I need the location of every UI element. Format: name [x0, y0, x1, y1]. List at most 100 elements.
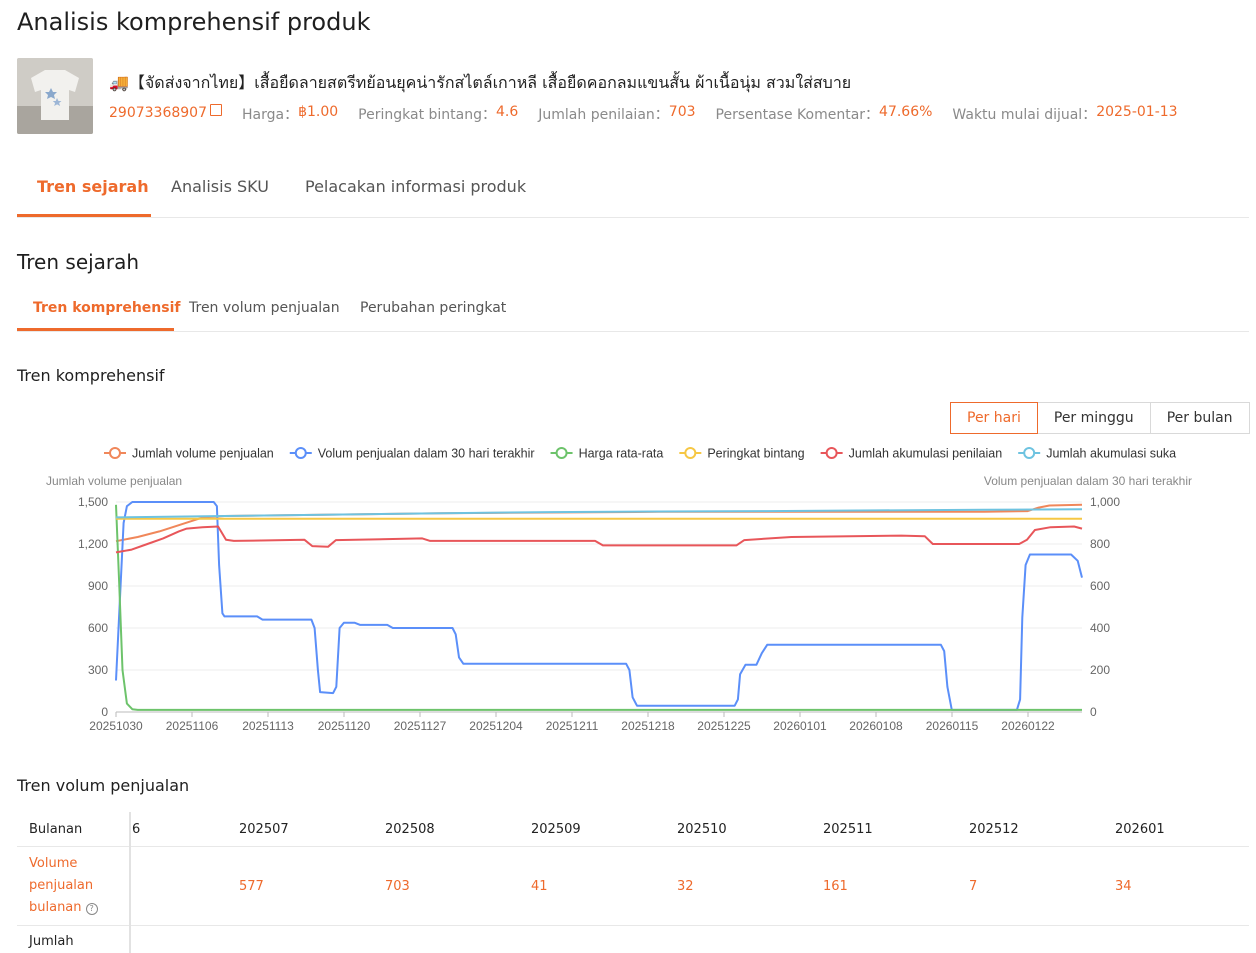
table-cell: 34 — [1115, 879, 1132, 894]
series-line — [115, 525, 1083, 554]
period-week-button[interactable]: Per minggu — [1037, 402, 1151, 434]
external-link-icon[interactable] — [209, 104, 222, 116]
x-tick-label: 20260122 — [1001, 719, 1055, 733]
product-title[interactable]: 🚚【จัดส่งจากไทย】เสื้อยืดลายสตรีทย้อนยุคน่… — [109, 73, 852, 92]
series-line — [115, 504, 1082, 711]
reviews-label: Jumlah penilaian： — [538, 107, 669, 123]
header-month: 202508 — [385, 822, 435, 837]
x-tick-label: 20251204 — [469, 719, 523, 733]
main-tabs: Tren sejarah Analisis SKU Pelacakan info… — [17, 165, 1249, 218]
product-meta: 29073368907 Harga： ฿1.00 Peringkat binta… — [109, 104, 1198, 124]
product-id-link[interactable]: 29073368907 — [109, 104, 222, 124]
x-tick-label: 20251030 — [89, 719, 143, 733]
header-month: 202601 — [1115, 822, 1165, 837]
sales-section-title: Tren volum penjualan — [17, 776, 190, 795]
tab-analisis-sku[interactable]: Analisis SKU — [171, 177, 269, 196]
x-tick-label: 20251127 — [394, 719, 447, 733]
comment-label: Persentase Komentar： — [715, 107, 880, 123]
y-right-tick-label: 800 — [1090, 537, 1110, 551]
y-left-tick-label: 1,500 — [78, 495, 108, 509]
y-left-tick-label: 600 — [88, 621, 108, 635]
header-label: Bulanan — [29, 822, 83, 837]
price-value: ฿1.00 — [298, 104, 339, 120]
x-tick-label: 20251120 — [318, 719, 371, 733]
series-line — [115, 501, 1083, 711]
table-cell: 161 — [823, 879, 848, 894]
rating-label: Peringkat bintang： — [358, 107, 496, 123]
product-thumbnail[interactable] — [17, 58, 93, 134]
y-right-tick-label: 600 — [1090, 579, 1110, 593]
legend-swatch-marker — [1023, 447, 1036, 459]
section-title: Tren sejarah — [17, 250, 140, 274]
legend-label: Jumlah volume penjualan — [132, 447, 274, 461]
x-tick-label: 20251211 — [546, 719, 599, 733]
start-date-value: 2025-01-13 — [1096, 104, 1178, 120]
table-cell: 7 — [969, 879, 978, 894]
x-tick-label: 20260108 — [849, 719, 903, 733]
price-label: Harga： — [241, 107, 299, 123]
legend-swatch-marker — [555, 447, 568, 459]
legend-swatch-marker — [684, 447, 697, 459]
row-label-monthly-volume: Volume penjualan bulanan ? — [29, 853, 109, 919]
header-month: 202510 — [677, 822, 727, 837]
header-month-cut: 6 — [132, 822, 141, 837]
comment-value: 47.66% — [879, 104, 933, 120]
legend-label: Jumlah akumulasi penilaian — [849, 447, 1003, 461]
y-right-tick-label: 400 — [1090, 621, 1110, 635]
column-divider — [129, 812, 131, 953]
table-cell: 32 — [677, 879, 694, 894]
y-left-tick-label: 900 — [88, 579, 108, 593]
trend-chart: 0 300 600 900 1,200 1,500 0 200 400 600 800 1,000 Ju… — [46, 447, 1192, 734]
y-right-tick-label: 200 — [1090, 663, 1110, 677]
header-month: 202512 — [969, 822, 1019, 837]
y-left-tick-label: 1,200 — [78, 537, 108, 551]
subtab-tren-komprehensif[interactable]: Tren komprehensif — [33, 300, 181, 316]
series-line — [115, 508, 1083, 519]
tab-pelacakan-informasi[interactable]: Pelacakan informasi produk — [305, 177, 527, 196]
y-left-axis-title: Jumlah volume penjualan — [46, 474, 182, 488]
legend-swatch-marker — [294, 447, 307, 459]
header-month: 202511 — [823, 822, 873, 837]
y-right-tick-label: 0 — [1090, 705, 1097, 719]
help-icon[interactable]: ? — [85, 903, 98, 915]
period-month-button[interactable]: Per bulan — [1150, 402, 1250, 434]
legend-label: Volum penjualan dalam 30 hari terakhir — [318, 447, 535, 461]
reviews-value: 703 — [668, 104, 696, 120]
table-row: Volume penjualan bulanan ? 577 703 41 32… — [17, 847, 1249, 926]
active-tab-indicator — [17, 214, 151, 217]
x-tick-label: 20260101 — [773, 719, 827, 733]
period-selector: Per hari Per minggu Per bulan — [950, 402, 1250, 434]
legend-label: Jumlah akumulasi suka — [1046, 447, 1176, 461]
header-month: 202509 — [531, 822, 581, 837]
x-tick-label: 20260115 — [926, 719, 979, 733]
table-cell: 577 — [239, 879, 264, 894]
page-title: Analisis komprehensif produk — [17, 8, 371, 36]
tab-tren-sejarah[interactable]: Tren sejarah — [37, 177, 149, 196]
x-tick-label: 20251218 — [621, 719, 675, 733]
monthly-sales-table: Bulanan 6 202507 202508 202509 202510 20… — [17, 812, 1249, 953]
legend-swatch-marker — [109, 447, 121, 459]
y-right-tick-label: 1,000 — [1090, 495, 1120, 509]
x-tick-label: 20251113 — [242, 719, 294, 733]
sub-tabs: Tren komprehensif Tren volum penjualan P… — [17, 290, 1249, 332]
legend-swatch-marker — [825, 447, 838, 459]
header-month: 202507 — [239, 822, 289, 837]
legend-label: Peringkat bintang — [707, 447, 804, 461]
period-day-button[interactable]: Per hari — [950, 402, 1038, 434]
y-left-tick-label: 300 — [88, 663, 108, 677]
table-header: Bulanan 6 202507 202508 202509 202510 20… — [17, 812, 1249, 847]
legend-label: Harga rata-rata — [579, 447, 664, 461]
y-right-axis-title: Volum penjualan dalam 30 hari terakhir — [984, 474, 1192, 488]
start-date-label: Waktu mulai dijual： — [952, 107, 1097, 123]
subtab-perubahan-peringkat[interactable]: Perubahan peringkat — [360, 300, 507, 316]
chart-section-title: Tren komprehensif — [17, 366, 165, 385]
x-tick-label: 20251225 — [697, 719, 751, 733]
active-subtab-indicator — [17, 328, 174, 331]
rating-value: 4.6 — [496, 104, 519, 120]
y-left-tick-label: 0 — [101, 705, 108, 719]
row-label-jumlah: Jumlah — [29, 934, 74, 949]
subtab-tren-volum[interactable]: Tren volum penjualan — [189, 300, 340, 316]
table-cell: 41 — [531, 879, 548, 894]
x-tick-label: 20251106 — [166, 719, 219, 733]
table-cell: 703 — [385, 879, 410, 894]
